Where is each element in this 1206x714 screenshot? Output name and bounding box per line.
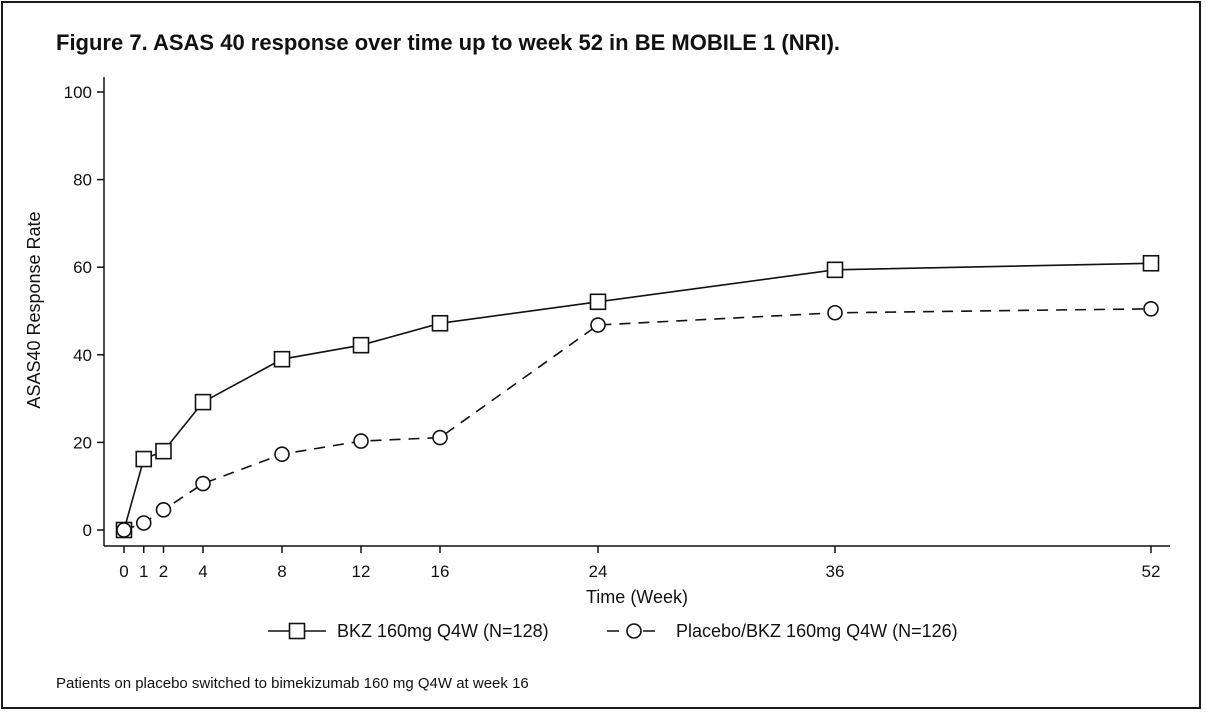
data-point-series-2 <box>590 317 606 333</box>
data-point-series-1 <box>352 336 370 354</box>
data-point-series-1 <box>589 293 607 311</box>
y-tick-label: 60 <box>73 258 92 277</box>
data-point-series-1 <box>155 442 172 460</box>
data-point-series-2 <box>1143 301 1159 317</box>
data-point-series-2 <box>274 446 290 463</box>
x-tick-label: 36 <box>826 562 845 581</box>
data-point-series-2 <box>432 429 448 446</box>
chart-legend: BKZ 160mg Q4W (N=128) Placebo/BKZ 160mg Q… <box>268 621 958 641</box>
series-line-2 <box>123 308 1152 531</box>
x-tick-label: 24 <box>589 562 608 581</box>
y-tick-label: 0 <box>83 521 92 540</box>
data-point-series-1 <box>194 393 212 411</box>
y-tick-label: 100 <box>64 83 92 102</box>
x-tick-label: 12 <box>352 562 371 581</box>
x-tick-label: 52 <box>1142 562 1161 581</box>
x-tick-label: 2 <box>159 562 168 581</box>
x-tick-label: 1 <box>139 562 148 581</box>
x-axis-label: Time (Week) <box>586 587 688 607</box>
series-line-1 <box>123 262 1152 531</box>
data-point-series-2 <box>135 515 152 531</box>
data-point-series-1 <box>273 350 291 368</box>
data-point-series-1 <box>826 261 844 279</box>
data-point-series-2 <box>155 502 172 518</box>
data-point-series-1 <box>431 314 449 332</box>
data-point-series-2 <box>827 304 843 321</box>
figure-footnote: Patients on placebo switched to bimekizu… <box>56 675 529 692</box>
data-point-series-2 <box>353 433 369 449</box>
legend-marker-2 <box>626 623 642 639</box>
y-tick-label: 40 <box>73 346 92 365</box>
legend-marker-1 <box>288 622 306 640</box>
y-tick-label: 20 <box>73 433 92 452</box>
data-point-series-2 <box>195 475 211 492</box>
data-point-series-1 <box>135 450 153 468</box>
x-tick-label: 16 <box>431 562 450 581</box>
x-tick-label: 0 <box>119 562 128 581</box>
x-tick-label: 8 <box>277 562 286 581</box>
data-point-series-2 <box>116 522 132 538</box>
figure-title: Figure 7. ASAS 40 response over time up … <box>56 30 841 55</box>
data-point-series-1 <box>1142 254 1160 272</box>
y-tick-label: 80 <box>73 171 92 190</box>
legend-label-1: BKZ 160mg Q4W (N=128) <box>337 621 549 641</box>
legend-label-2: Placebo/BKZ 160mg Q4W (N=126) <box>676 621 958 641</box>
chart-series <box>115 254 1160 539</box>
y-axis-label: ASAS40 Response Rate <box>24 211 44 408</box>
x-tick-label: 4 <box>198 562 207 581</box>
